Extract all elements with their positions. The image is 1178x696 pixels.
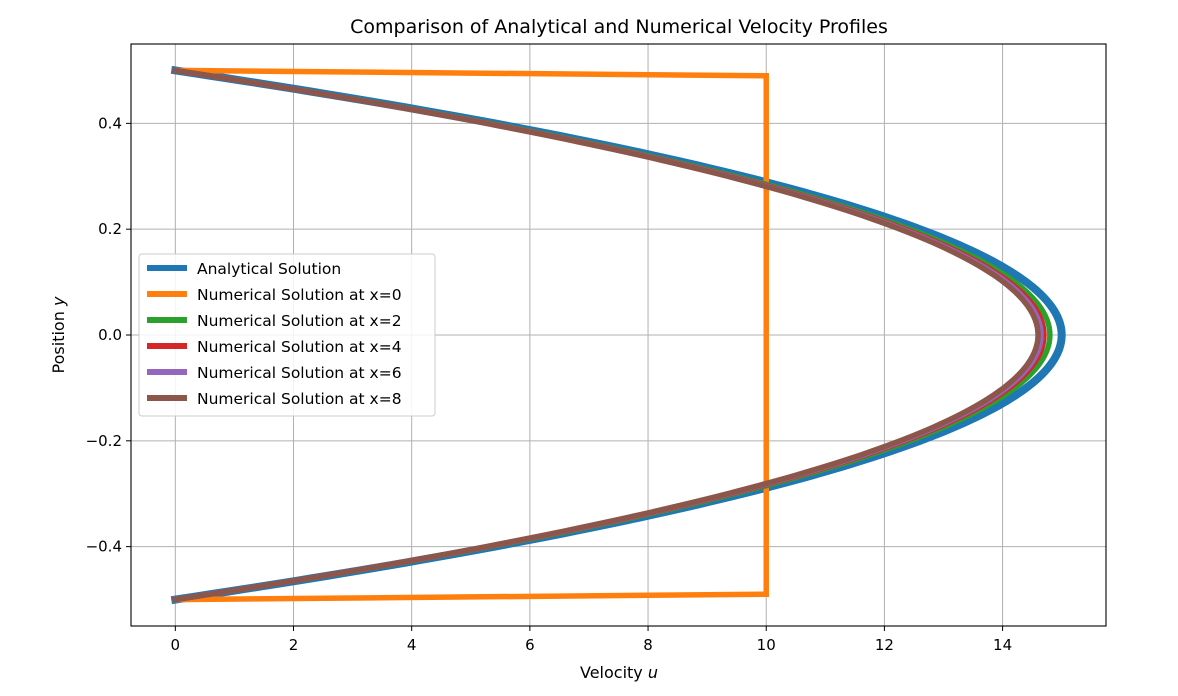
x-axis-label-variable: u (648, 663, 658, 682)
x-tick-label: 0 (171, 636, 181, 654)
x-tick-label: 12 (875, 636, 894, 654)
x-tick-label: 10 (757, 636, 776, 654)
legend-label: Numerical Solution at x=0 (197, 286, 402, 304)
x-axis-label: Velocity u (580, 663, 658, 682)
y-tick-label: 0.0 (98, 326, 122, 344)
series-line-1 (172, 67, 769, 603)
y-tick-label: 0.4 (98, 114, 122, 132)
y-tick-label: −0.4 (86, 538, 122, 556)
x-tick-label: 8 (643, 636, 653, 654)
legend-label: Numerical Solution at x=6 (197, 364, 402, 382)
y-tick-label: 0.2 (98, 220, 122, 238)
x-axis-label-text: Velocity (580, 663, 643, 682)
x-tick-label: 2 (289, 636, 299, 654)
y-axis-label: Position y (49, 296, 68, 373)
legend: Analytical Solution Numerical Solution at… (138, 253, 436, 417)
legend-label: Analytical Solution (197, 260, 341, 278)
legend-label: Numerical Solution at x=2 (197, 312, 402, 330)
legend-box (138, 253, 436, 417)
y-axis-label-variable: y (49, 296, 68, 307)
axis-ticks: 0 2 4 6 8 10 12 14 −0.4 −0.2 0.0 0.2 0.4 (86, 114, 1013, 654)
x-tick-label: 6 (525, 636, 535, 654)
legend-label: Numerical Solution at x=4 (197, 338, 402, 356)
y-tick-label: −0.2 (86, 432, 122, 450)
x-tick-label: 14 (993, 636, 1012, 654)
y-axis-label-text: Position (49, 311, 68, 373)
legend-label: Numerical Solution at x=8 (197, 390, 402, 408)
chart-title: Comparison of Analytical and Numerical V… (350, 16, 888, 38)
x-tick-label: 4 (407, 636, 417, 654)
series-line-5 (172, 67, 1041, 603)
series-lines (170, 65, 1066, 605)
